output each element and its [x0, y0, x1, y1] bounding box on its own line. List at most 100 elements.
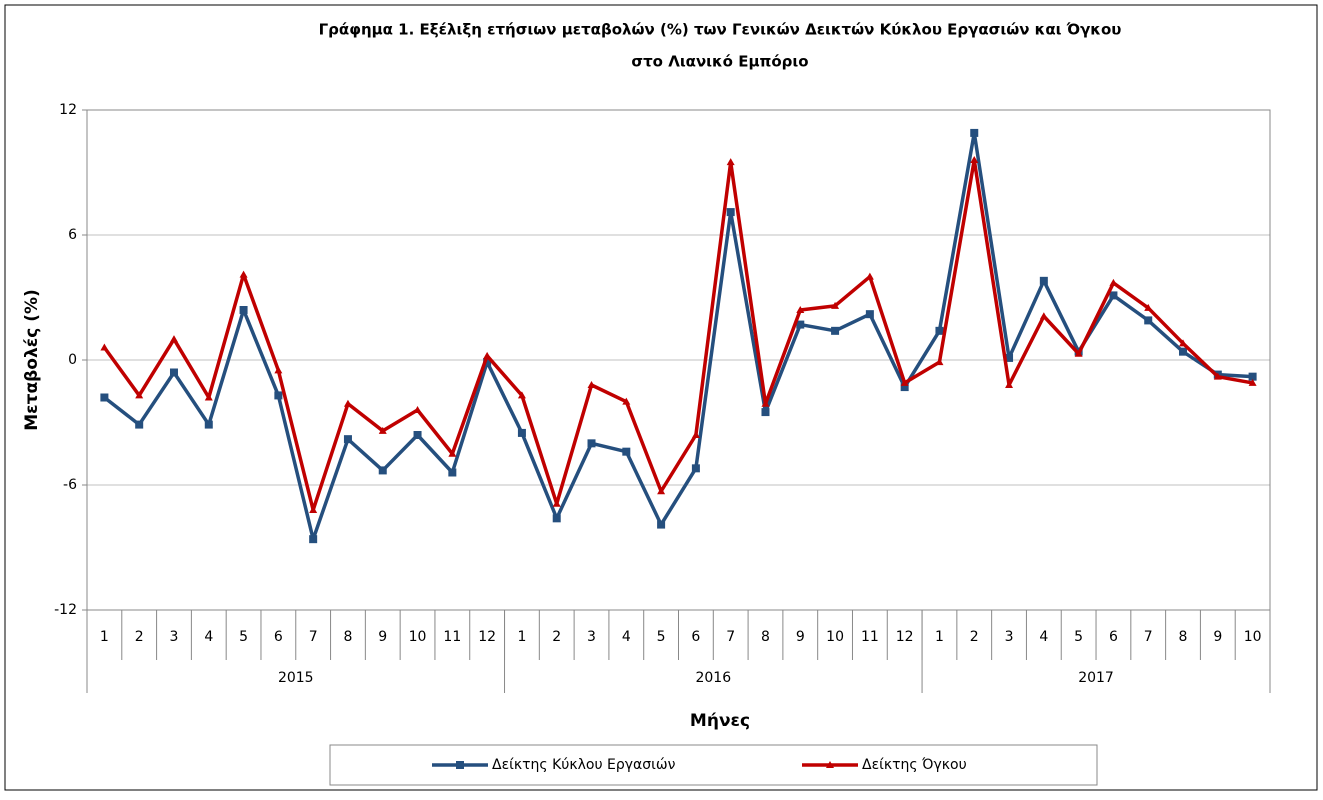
x-tick-label: 8 [761, 629, 770, 645]
point [831, 301, 840, 309]
x-tick-label: 11 [443, 629, 461, 645]
x-tick-label: 8 [1179, 629, 1188, 645]
x-tick-label: 10 [409, 629, 427, 645]
point [1144, 316, 1153, 325]
point [413, 431, 422, 439]
point [1248, 378, 1257, 386]
x-tick-label: 6 [274, 629, 283, 645]
legend-marker [456, 761, 464, 769]
x-tick-label: 12 [478, 629, 496, 645]
x-tick-label: 9 [796, 629, 805, 645]
point [517, 391, 526, 399]
x-tick-label: 5 [1074, 629, 1083, 645]
point [900, 378, 909, 386]
x-tick-label: 4 [622, 629, 631, 645]
point [448, 449, 457, 457]
point [343, 435, 352, 444]
point [378, 426, 387, 434]
x-tick-label: 5 [657, 629, 666, 645]
point [796, 320, 805, 329]
y-tick-label: 12 [59, 102, 77, 118]
y-tick-label: 0 [68, 352, 77, 368]
x-tick-label: 5 [239, 629, 248, 645]
x-tick-label: 7 [309, 629, 318, 645]
point [831, 326, 840, 335]
x-tick-label: 2 [552, 629, 561, 645]
point [587, 439, 596, 448]
point [691, 431, 700, 438]
x-tick-label: 3 [1005, 629, 1014, 645]
point [309, 506, 318, 513]
point [517, 428, 526, 437]
y-tick-label: 6 [68, 227, 77, 243]
x-tick-label: 12 [896, 629, 914, 645]
x-group-label: 2016 [695, 670, 731, 686]
point [552, 514, 561, 523]
point [552, 499, 561, 507]
x-tick-label: 7 [1144, 629, 1153, 645]
point [448, 468, 457, 477]
point [169, 368, 178, 377]
y-tick-label: -6 [63, 477, 77, 493]
point [796, 306, 805, 313]
series-line [103, 131, 1253, 541]
y-axis-title: Μεταβολές (%) [22, 289, 42, 431]
chart-frame [4, 4, 1318, 791]
point [1005, 381, 1014, 388]
point [657, 520, 666, 529]
point [1109, 278, 1118, 286]
legend-label: Δείκτης Κύκλου Εργασιών [492, 757, 676, 773]
point [761, 399, 770, 407]
point [135, 420, 144, 429]
x-tick-label: 6 [1109, 629, 1118, 645]
series-line [102, 158, 1253, 512]
point [274, 391, 283, 400]
point [1039, 276, 1048, 285]
point [135, 391, 144, 399]
point [865, 272, 874, 280]
point [900, 383, 909, 392]
point [378, 466, 387, 475]
point [1109, 291, 1118, 300]
x-tick-label: 11 [861, 629, 879, 645]
x-tick-label: 1 [100, 629, 109, 645]
point [691, 464, 700, 473]
point [413, 406, 422, 413]
point [274, 366, 283, 374]
legend-marker [826, 761, 834, 768]
point [239, 270, 248, 278]
x-tick-label: 9 [378, 629, 387, 645]
point [1005, 353, 1014, 362]
point [970, 128, 979, 137]
point [587, 381, 596, 388]
chart-title: Γράφημα 1. Εξέλιξη ετήσιων μεταβολών (%)… [319, 21, 1122, 39]
point [726, 208, 735, 217]
point [726, 158, 735, 166]
point [1248, 372, 1257, 381]
x-group-label: 2015 [278, 670, 314, 686]
point [100, 393, 109, 402]
point [1144, 303, 1153, 311]
point [865, 310, 874, 319]
x-tick-label: 10 [1244, 629, 1262, 645]
x-tick-label: 3 [587, 629, 596, 645]
y-tick-label: -12 [54, 602, 77, 618]
point [169, 335, 178, 343]
point [1039, 312, 1048, 320]
point [100, 343, 109, 351]
point [622, 447, 631, 456]
point [1213, 372, 1222, 380]
point [1074, 349, 1083, 357]
x-tick-label: 2 [970, 629, 979, 645]
x-tick-label: 7 [726, 629, 735, 645]
point [622, 397, 631, 405]
x-tick-label: 9 [1213, 629, 1222, 645]
point [970, 156, 979, 163]
x-tick-label: 4 [204, 629, 213, 645]
point [309, 535, 318, 544]
point [483, 358, 492, 367]
point [483, 351, 492, 359]
x-tick-label: 1 [517, 629, 526, 645]
point [935, 326, 944, 335]
